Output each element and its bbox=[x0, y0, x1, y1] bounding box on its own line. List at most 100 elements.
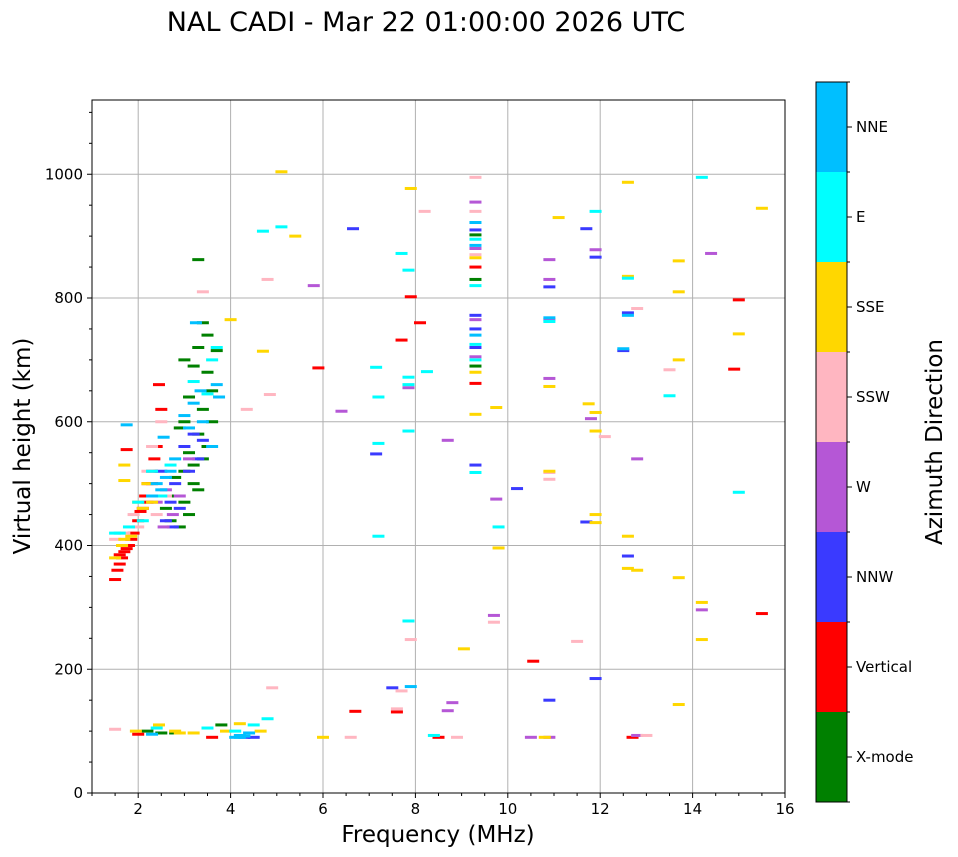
data-point bbox=[201, 333, 214, 337]
data-point bbox=[210, 383, 223, 387]
data-point bbox=[543, 698, 556, 702]
data-point bbox=[178, 500, 191, 504]
colorbar-swatch-vertical bbox=[816, 622, 847, 712]
data-point bbox=[219, 729, 232, 733]
data-point bbox=[372, 441, 385, 445]
data-point bbox=[275, 225, 288, 229]
data-point bbox=[150, 726, 163, 730]
data-point bbox=[469, 333, 482, 337]
data-point bbox=[169, 475, 182, 479]
data-point bbox=[543, 384, 556, 388]
data-point bbox=[166, 513, 179, 517]
data-point bbox=[441, 709, 454, 713]
data-point bbox=[427, 733, 440, 737]
data-point bbox=[187, 380, 200, 384]
data-point bbox=[580, 227, 593, 231]
data-point bbox=[289, 234, 302, 238]
data-point bbox=[187, 432, 200, 436]
data-point bbox=[141, 729, 154, 733]
colorbar-swatch-ssw bbox=[816, 352, 847, 442]
data-point bbox=[187, 482, 200, 486]
data-point bbox=[118, 463, 131, 467]
data-point bbox=[469, 327, 482, 331]
data-point bbox=[148, 457, 161, 461]
series-w bbox=[150, 200, 718, 739]
data-point bbox=[109, 578, 122, 582]
data-point bbox=[192, 457, 205, 461]
data-point bbox=[183, 426, 196, 430]
data-point bbox=[543, 318, 556, 322]
data-point bbox=[469, 381, 482, 385]
plot-area-frame bbox=[91, 99, 786, 794]
data-point bbox=[469, 463, 482, 467]
data-point bbox=[469, 265, 482, 269]
data-point bbox=[125, 537, 138, 541]
data-point bbox=[672, 259, 685, 263]
colorbar-title: Azimuth Direction bbox=[922, 339, 948, 545]
colorbar-label: NNE bbox=[856, 118, 888, 136]
data-point bbox=[157, 525, 170, 529]
data-point bbox=[402, 268, 415, 272]
data-point bbox=[120, 547, 133, 551]
x-tick-label: 12 bbox=[591, 800, 610, 818]
colorbar-label: NNW bbox=[856, 568, 893, 586]
data-point bbox=[490, 406, 503, 410]
data-point bbox=[469, 355, 482, 359]
data-point bbox=[386, 686, 399, 690]
data-point bbox=[150, 482, 163, 486]
data-point bbox=[164, 463, 177, 467]
y-tick-label: 400 bbox=[54, 537, 83, 555]
data-point bbox=[543, 277, 556, 281]
data-point bbox=[247, 735, 260, 739]
data-point bbox=[538, 735, 551, 739]
data-point bbox=[705, 251, 718, 255]
data-point bbox=[196, 407, 209, 411]
data-point bbox=[173, 525, 186, 529]
colorbar-label: W bbox=[856, 478, 871, 496]
data-point bbox=[631, 307, 644, 311]
data-point bbox=[598, 435, 611, 439]
data-point bbox=[233, 733, 246, 737]
data-point bbox=[420, 370, 433, 374]
data-point bbox=[159, 475, 172, 479]
data-point bbox=[173, 731, 186, 735]
data-point bbox=[155, 420, 168, 424]
data-point bbox=[469, 364, 482, 368]
data-point bbox=[584, 417, 597, 421]
data-point bbox=[469, 412, 482, 416]
x-tick-label: 4 bbox=[226, 800, 236, 818]
data-point bbox=[335, 409, 348, 413]
data-point bbox=[589, 410, 602, 414]
data-point bbox=[136, 506, 149, 510]
data-point bbox=[118, 550, 131, 554]
data-point bbox=[275, 170, 288, 174]
data-point bbox=[402, 386, 415, 390]
data-point bbox=[543, 469, 556, 473]
data-point bbox=[395, 251, 408, 255]
data-point bbox=[146, 469, 159, 473]
data-point bbox=[469, 318, 482, 322]
data-point bbox=[370, 365, 383, 369]
data-point bbox=[146, 445, 159, 448]
data-point bbox=[695, 608, 708, 612]
data-point bbox=[164, 500, 177, 504]
series-e bbox=[109, 175, 745, 737]
data-point bbox=[139, 494, 152, 498]
data-point bbox=[347, 227, 360, 231]
data-point bbox=[196, 420, 209, 424]
data-point bbox=[469, 358, 482, 362]
data-point bbox=[418, 209, 431, 213]
data-point bbox=[210, 349, 223, 353]
data-point bbox=[732, 490, 745, 494]
data-point bbox=[201, 392, 214, 396]
data-point bbox=[621, 311, 634, 315]
data-point bbox=[233, 722, 246, 726]
data-point bbox=[132, 500, 145, 504]
data-point bbox=[194, 389, 207, 393]
data-point bbox=[511, 487, 524, 491]
data-point bbox=[621, 274, 634, 278]
data-point bbox=[109, 556, 122, 560]
x-tick-label: 6 bbox=[318, 800, 328, 818]
data-point bbox=[580, 520, 593, 524]
data-point bbox=[469, 342, 482, 346]
